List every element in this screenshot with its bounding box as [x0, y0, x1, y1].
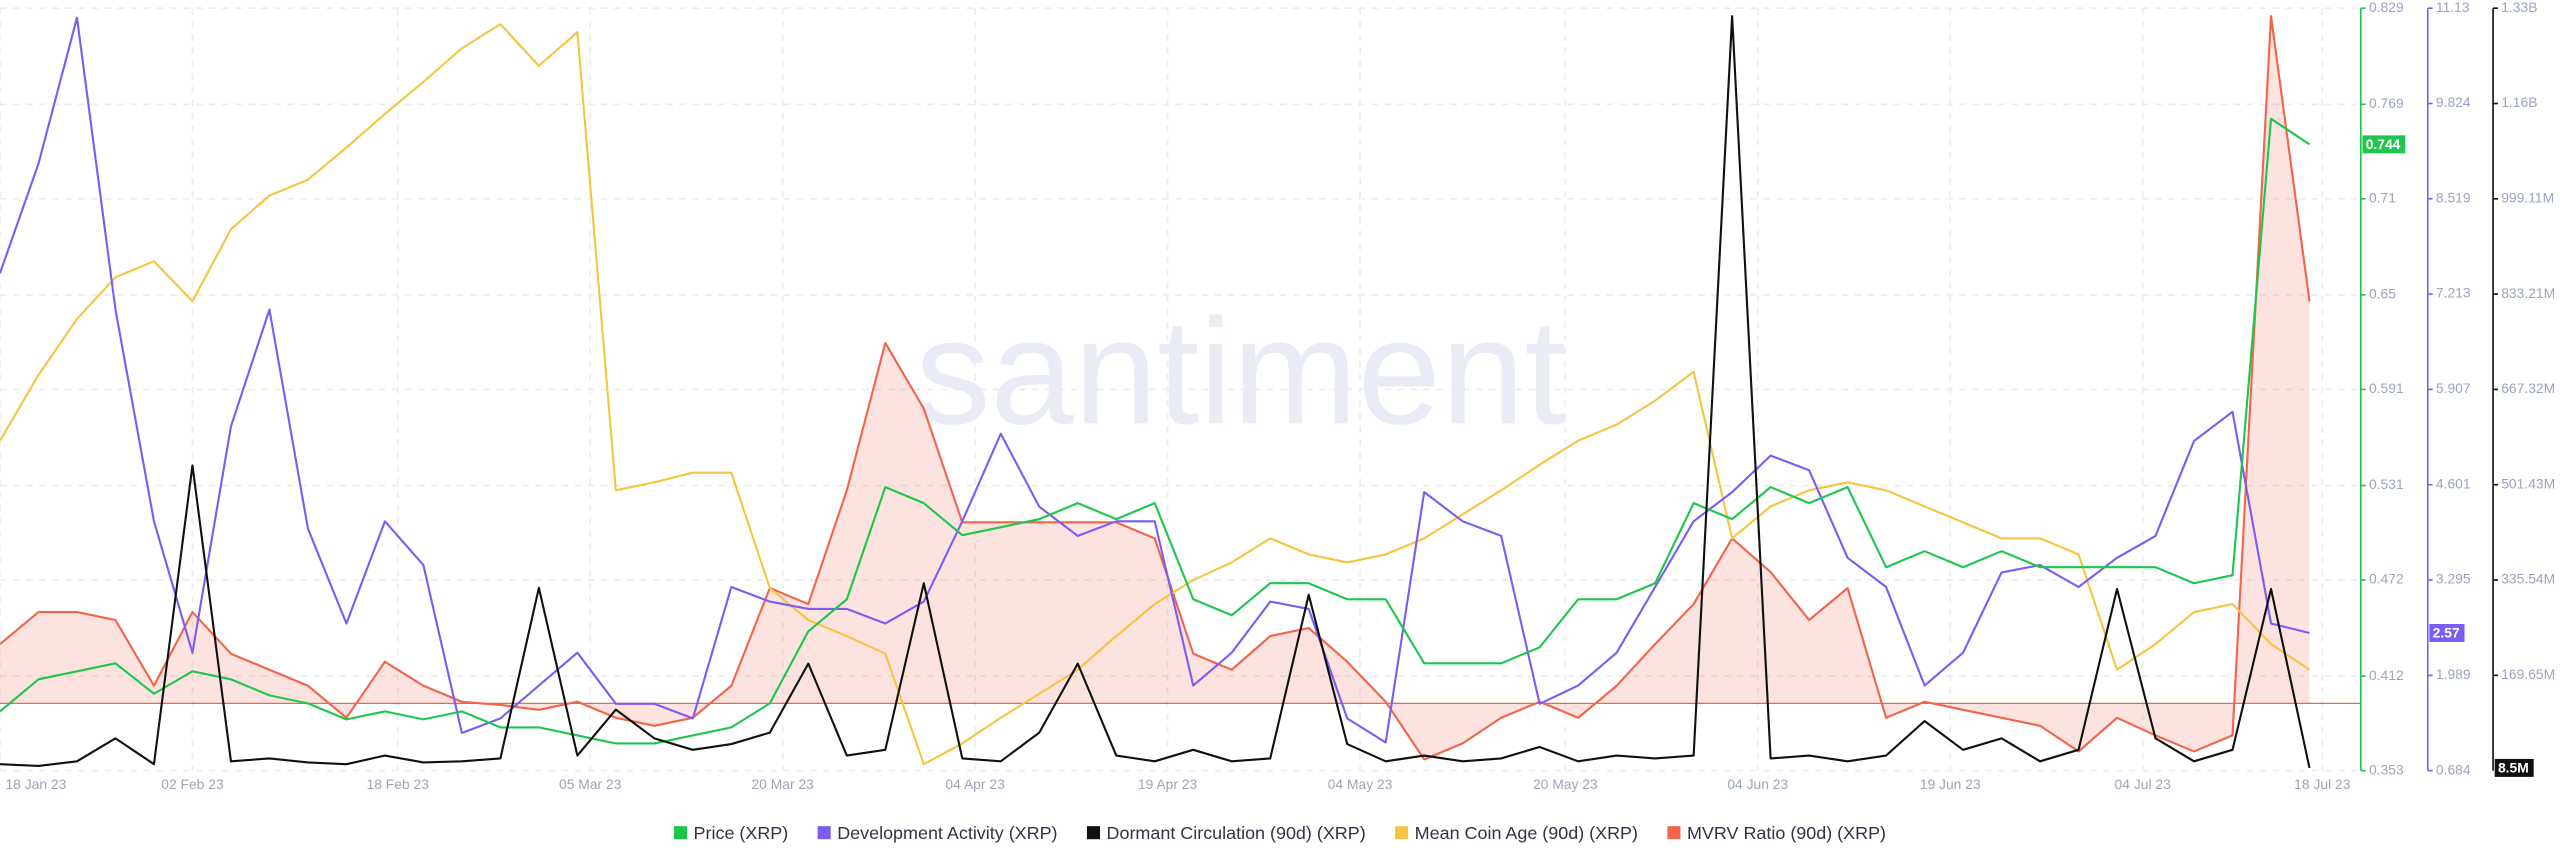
legend-label: Development Activity (XRP) — [837, 823, 1057, 843]
x-tick-label: 04 May 23 — [1328, 776, 1393, 792]
y-tick-label: 0.65 — [2369, 286, 2396, 302]
legend-label: MVRV Ratio (90d) (XRP) — [1687, 823, 1886, 843]
value-badge — [2429, 624, 2465, 642]
value-badge — [2494, 758, 2534, 777]
value-badge — [2362, 135, 2406, 154]
legend-swatch — [1395, 826, 1409, 840]
y-tick-label: 501.43M — [2501, 475, 2555, 491]
watermark: santiment — [915, 287, 1566, 455]
x-tick-label: 20 Mar 23 — [751, 776, 814, 792]
legend-swatch — [1667, 826, 1681, 840]
y-tick-label: 0.412 — [2369, 667, 2404, 683]
y-tick-label: 0.769 — [2369, 95, 2404, 111]
series-line — [0, 15, 2311, 769]
series-line — [0, 16, 2310, 744]
y-tick-label: 1.989 — [2436, 666, 2471, 682]
y-tick-label: 999.11M — [2501, 189, 2554, 205]
legend-swatch — [1086, 826, 1100, 840]
series-line — [0, 15, 2311, 761]
value-badge-label: 2.57 — [2433, 624, 2460, 640]
y-tick-label: 335.54M — [2501, 571, 2555, 587]
x-tick-label: 04 Jun 23 — [1727, 776, 1788, 792]
legend: Price (XRP) Development Activity (XRP) Dor… — [673, 823, 1886, 843]
y-tick-label: 4.601 — [2436, 475, 2471, 491]
y-tick-label: 667.32M — [2501, 380, 2555, 396]
x-tick-label: 18 Jan 23 — [5, 776, 66, 792]
y-tick-label: 0.684 — [2436, 761, 2471, 777]
y-tick-label: 0.531 — [2369, 476, 2404, 492]
value-badge-label: 0.744 — [2366, 136, 2401, 152]
value-badge-label: 8.5M — [2498, 759, 2529, 775]
y-tick-label: 5.907 — [2436, 380, 2471, 396]
x-tick-label: 02 Feb 23 — [161, 776, 224, 792]
x-tick-label: 19 Apr 23 — [1138, 776, 1198, 792]
y-tick-label: 3.295 — [2436, 571, 2471, 587]
x-tick-label: 20 May 23 — [1533, 776, 1598, 792]
y-tick-label: 169.65M — [2501, 666, 2555, 682]
y-tick-label: 0.829 — [2369, 0, 2404, 15]
y-tick-label: 0.71 — [2369, 189, 2396, 205]
y-tick-label: 1.33B — [2501, 0, 2537, 15]
y-tick-label: 8.519 — [2436, 189, 2471, 205]
y-tick-label: 9.824 — [2436, 94, 2471, 110]
legend-label: Dormant Circulation (90d) (XRP) — [1107, 823, 1366, 843]
legend-swatch — [673, 826, 688, 840]
y-tick-label: 7.213 — [2436, 285, 2471, 301]
series-line — [0, 23, 2311, 766]
x-tick-label: 19 Jun 23 — [1920, 776, 1981, 792]
legend-label: Mean Coin Age (90d) (XRP) — [1415, 823, 1638, 843]
x-tick-label: 04 Apr 23 — [945, 776, 1005, 792]
y-tick-label: 0.353 — [2369, 761, 2404, 777]
legend-swatch — [817, 826, 831, 840]
series-layer — [0, 15, 2361, 769]
y-tick-label: 0.472 — [2369, 571, 2404, 587]
y-tick-label: 833.21M — [2501, 285, 2555, 301]
x-tick-label: 04 Jul 23 — [2115, 776, 2172, 792]
y-tick-label: 1.16B — [2501, 94, 2537, 110]
series-line — [0, 117, 2311, 745]
y-tick-label: 0.591 — [2369, 380, 2404, 396]
y-tick-label: 11.13 — [2436, 0, 2470, 15]
x-tick-label: 05 Mar 23 — [559, 776, 622, 792]
x-tick-label: 18 Jul 23 — [2294, 776, 2351, 792]
x-tick-label: 18 Feb 23 — [367, 776, 430, 792]
mvrv-area — [0, 16, 2310, 760]
legend-label: Price (XRP) — [694, 823, 789, 843]
